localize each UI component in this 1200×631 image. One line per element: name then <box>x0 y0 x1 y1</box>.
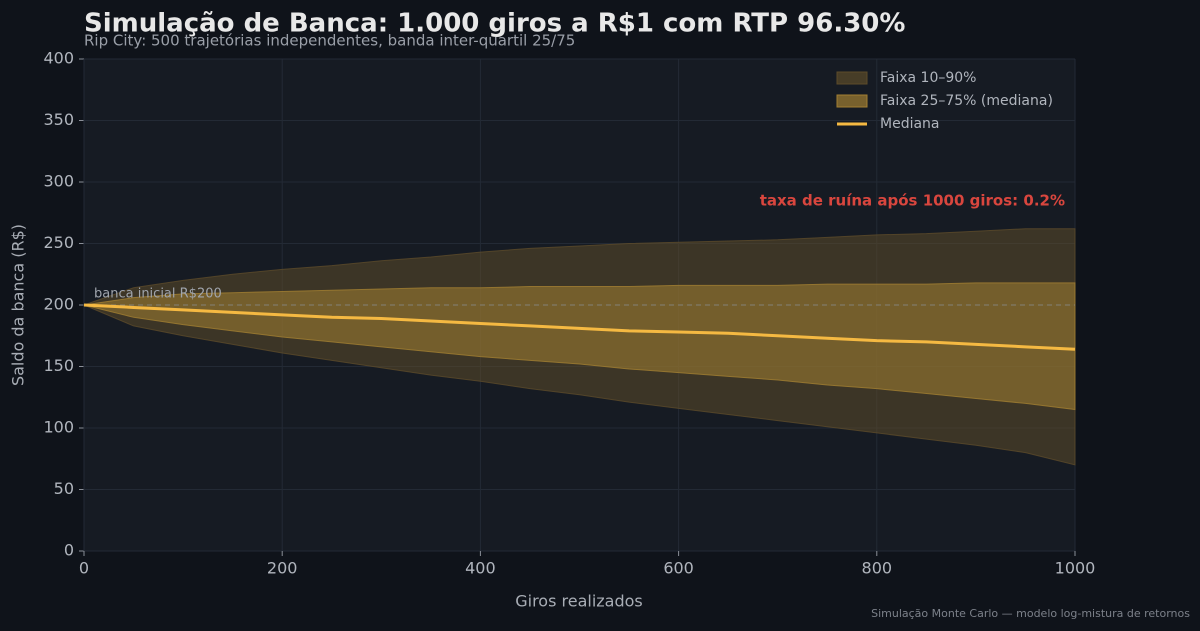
y-tick-label: 200 <box>43 295 74 314</box>
y-tick-label: 0 <box>64 541 74 560</box>
chart-subtitle: Rip City: 500 trajetórias independentes,… <box>84 32 575 50</box>
y-tick-label: 50 <box>54 479 74 498</box>
legend-swatch <box>836 71 868 85</box>
y-tick-label: 100 <box>43 418 74 437</box>
x-tick-label: 1000 <box>1055 559 1096 578</box>
x-axis-label: Giros realizados <box>515 592 643 611</box>
chart-title: Simulação de Banca: 1.000 giros a R$1 co… <box>84 9 905 39</box>
plot-layer: 0 50 100 150 200 250 300 350 400 0 200 400 600 800 100… <box>43 49 1095 578</box>
x-tick-label: 800 <box>862 559 893 578</box>
y-tick-label: 400 <box>43 49 74 68</box>
x-tick-label: 600 <box>663 559 694 578</box>
x-tick-label: 400 <box>465 559 496 578</box>
reference-label: banca inicial R$200 <box>94 287 222 302</box>
y-axis-label: Saldo da banca (R$) <box>9 224 28 386</box>
y-tick-label: 350 <box>43 110 74 129</box>
legend-label: Faixa 25–75% (mediana) <box>880 93 1053 109</box>
legend-label: Mediana <box>880 116 940 132</box>
x-tick-label: 0 <box>79 559 89 578</box>
legend-label: Faixa 10–90% <box>880 70 976 86</box>
y-tick-label: 150 <box>43 356 74 375</box>
y-tick-label: 250 <box>43 233 74 252</box>
annotation: taxa de ruína após 1000 giros: 0.2% <box>760 192 1065 210</box>
legend-swatch <box>836 94 868 108</box>
footer: Simulação Monte Carlo — modelo log-mistu… <box>871 607 1190 620</box>
band-area <box>83 282 1076 411</box>
median-line <box>83 303 1076 351</box>
y-tick-label: 300 <box>43 172 74 191</box>
x-tick-label: 200 <box>267 559 298 578</box>
